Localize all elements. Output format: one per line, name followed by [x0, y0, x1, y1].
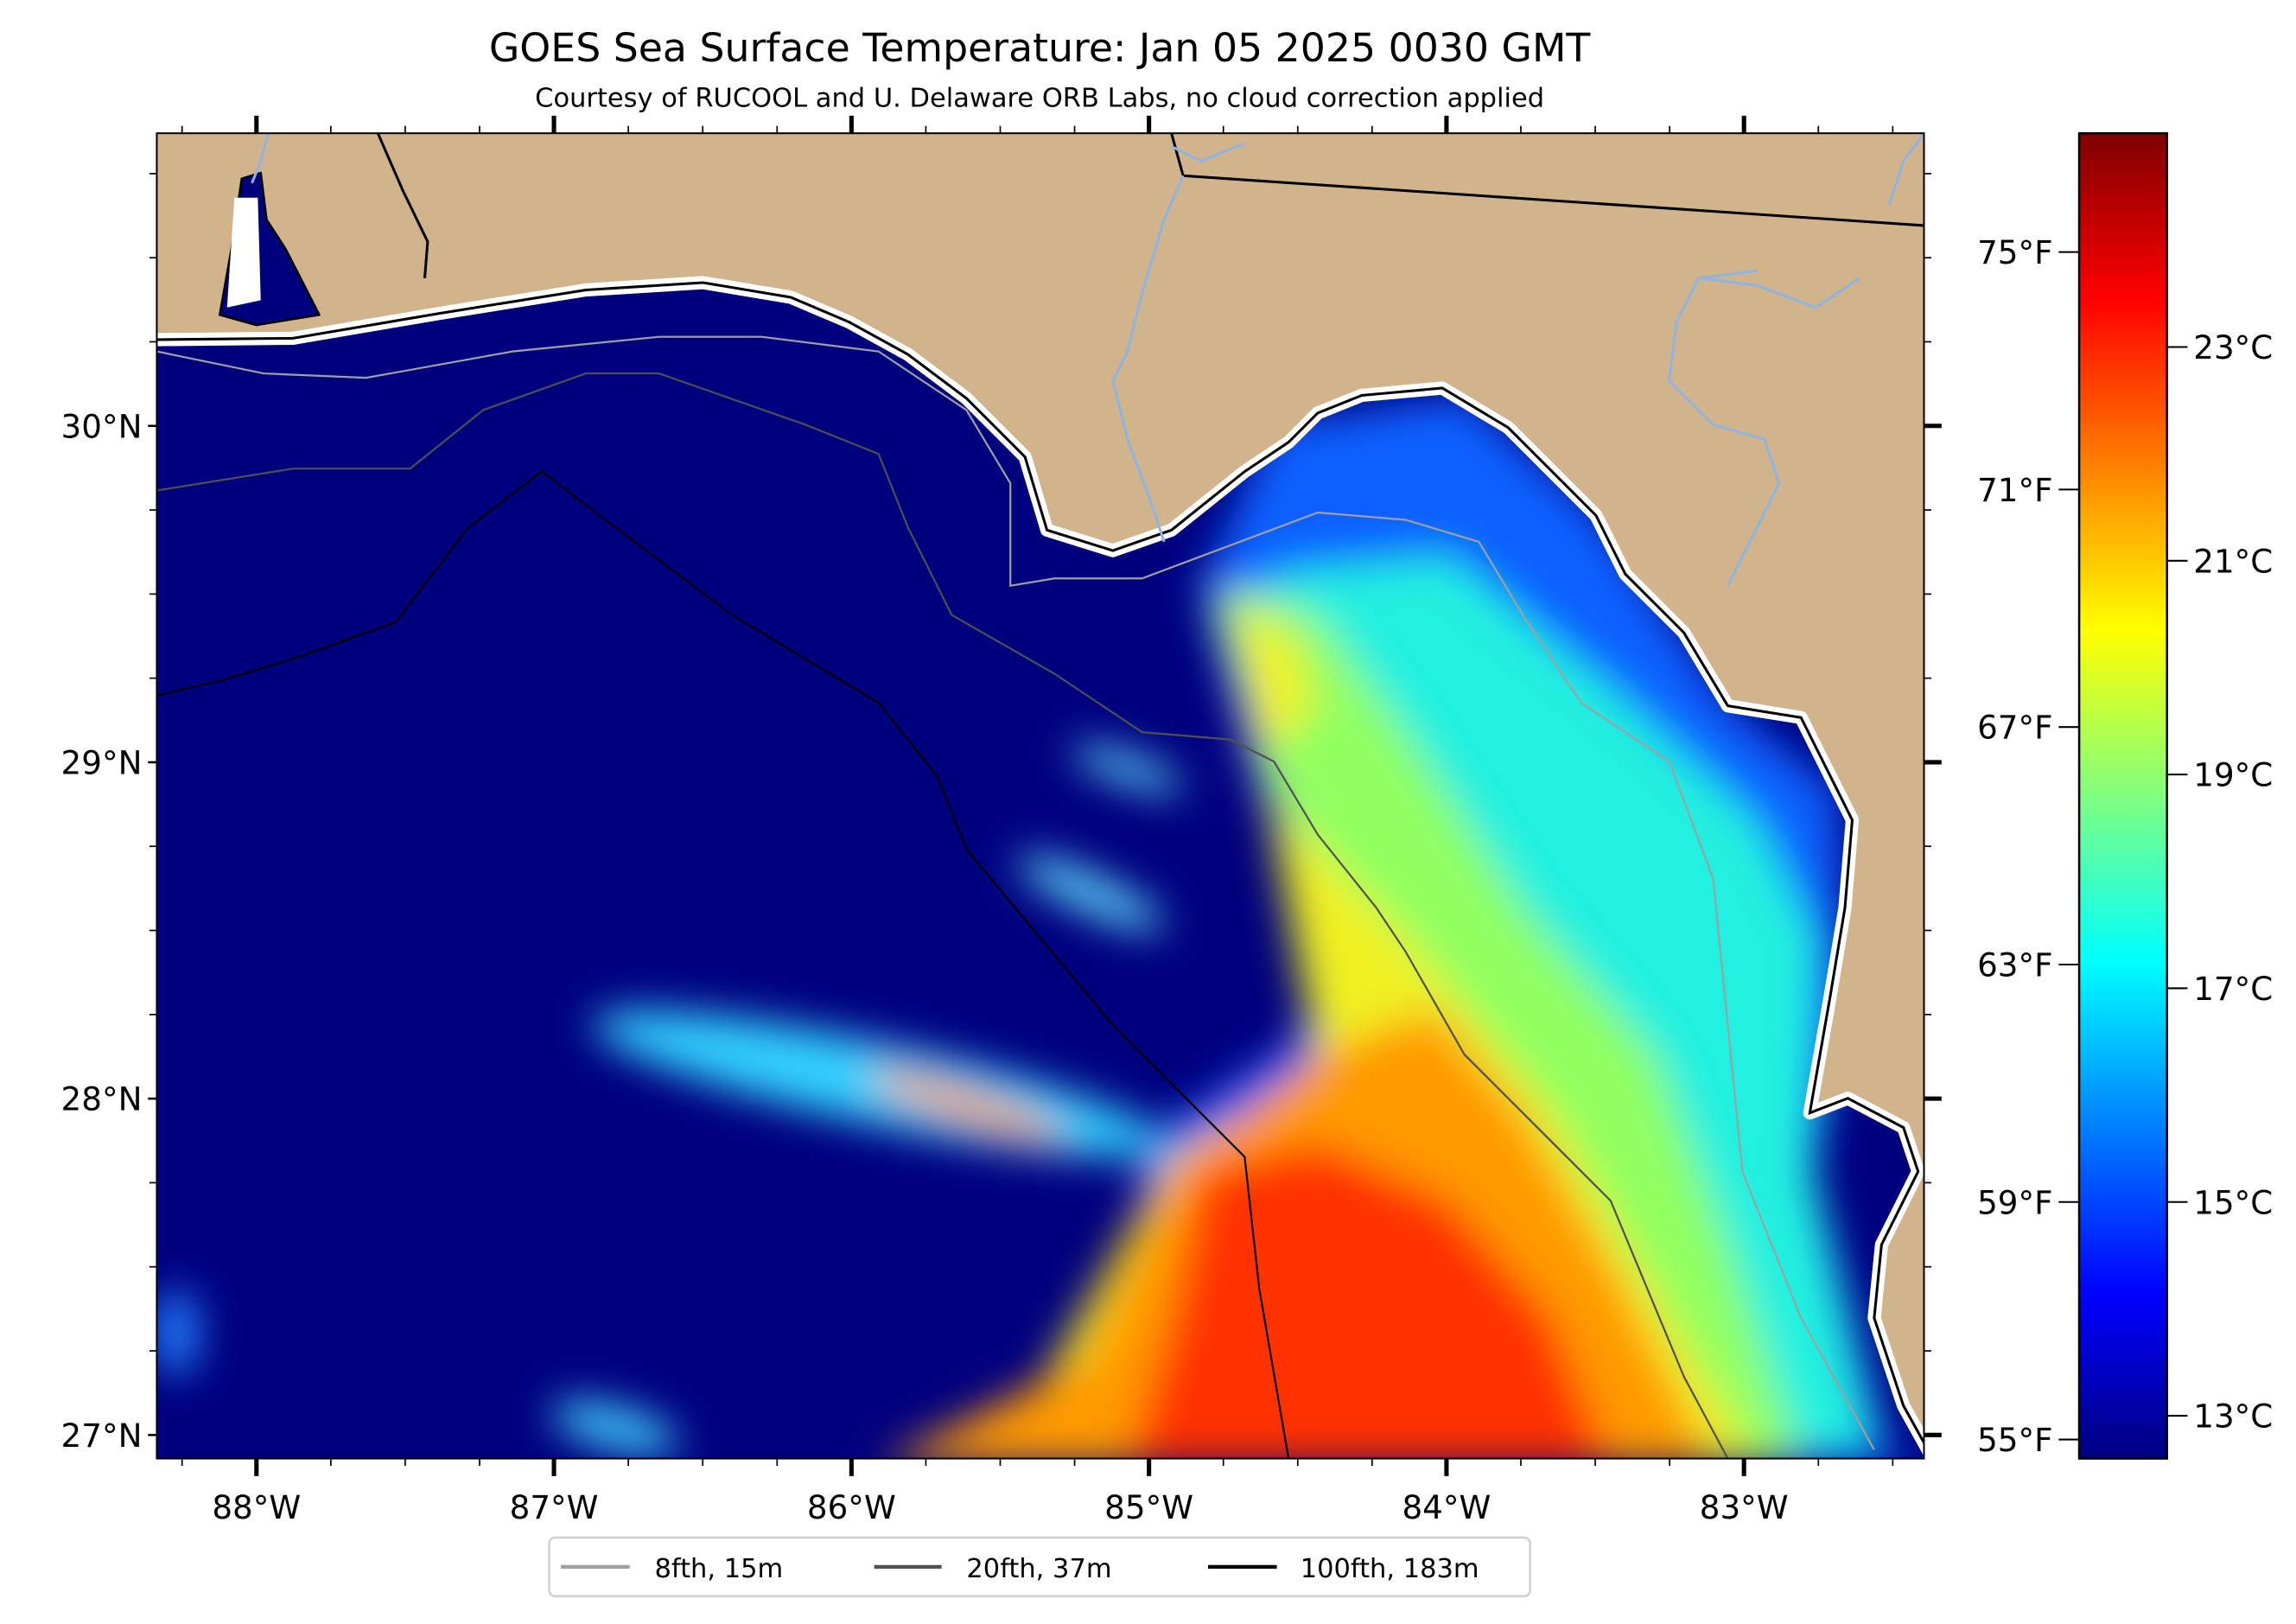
river-stmarks — [1698, 277, 1860, 309]
sst-region-red — [1129, 1142, 1609, 1459]
rivers — [251, 133, 1924, 587]
fahrenheit-tick-label: 71°F — [1977, 471, 2053, 509]
sst-streak-3 — [550, 1401, 679, 1455]
celsius-tick-label: 13°C — [2193, 1398, 2273, 1436]
sst-streak-1 — [1017, 856, 1165, 932]
celsius-tick-label: 19°C — [2193, 756, 2273, 794]
legend-label-8fth: 8fth, 15m — [655, 1554, 784, 1584]
fahrenheit-tick-label: 67°F — [1977, 709, 2053, 747]
map-frame — [156, 132, 1925, 1460]
fahrenheit-tick-label: 59°F — [1977, 1183, 2053, 1221]
latitude-tick-label: 28°N — [61, 1080, 143, 1118]
figure-title: GOES Sea Surface Temperature: Jan 05 202… — [489, 25, 1592, 71]
longitude-tick-label: 83°W — [1700, 1488, 1789, 1526]
celsius-tick-label: 15°C — [2193, 1183, 2273, 1221]
river-choctaw — [1170, 142, 1245, 163]
river-northeast — [1887, 133, 1924, 206]
latitude-tick-label: 29°N — [61, 743, 143, 781]
fahrenheit-tick-label: 75°F — [1977, 233, 2053, 271]
map-area[interactable] — [147, 124, 1933, 1465]
celsius-tick-label: 17°C — [2193, 970, 2273, 1008]
river-perdido — [251, 133, 270, 184]
coastline — [156, 281, 1924, 1446]
map-ticks: 88°W 87°W 86°W 85°W 84°W 83°W 30°N 29°N 28°N 27°N — [61, 115, 1942, 1526]
longitude-tick-label: 86°W — [807, 1488, 896, 1526]
contour-8fth — [156, 335, 1875, 1450]
state-border-al-fl — [376, 133, 429, 279]
contour-20fth — [156, 372, 1729, 1459]
colorbar — [2077, 131, 2169, 1460]
longitude-tick-label: 87°W — [510, 1488, 599, 1526]
contour-100fth — [156, 470, 1290, 1459]
fahrenheit-tick-label: 63°F — [1977, 946, 2053, 984]
river-apalachicola — [1111, 175, 1185, 543]
celsius-tick-label: 23°C — [2193, 328, 2273, 366]
mobile-bay-missing — [226, 197, 261, 308]
legend: 8fth, 15m 20fth, 37m 100fth, 183m — [548, 1536, 1531, 1598]
sst-streak-4 — [156, 1289, 200, 1377]
celsius-tick-label: 21°C — [2193, 542, 2273, 580]
latitude-tick-label: 30°N — [61, 407, 143, 445]
figure-subtitle: Courtesy of RUCOOL and U. Delaware ORB L… — [535, 84, 1544, 114]
legend-label-100fth: 100fth, 183m — [1301, 1554, 1479, 1584]
longitude-tick-label: 84°W — [1402, 1488, 1491, 1526]
longitude-tick-label: 88°W — [212, 1488, 301, 1526]
legend-label-20fth: 20fth, 37m — [966, 1554, 1111, 1584]
sst-field — [156, 395, 1916, 1459]
colorbar-ticks: 23°C 21°C 19°C 17°C 15°C 13°C 75°F 71°F 67°F 63°F… — [1977, 233, 2273, 1459]
longitude-tick-label: 85°W — [1104, 1488, 1193, 1526]
legend-box — [548, 1536, 1531, 1598]
sst-plume-core — [868, 1071, 1065, 1141]
fahrenheit-tick-label: 55°F — [1977, 1421, 2053, 1459]
river-suwannee — [1668, 269, 1781, 587]
latitude-tick-label: 27°N — [61, 1417, 143, 1455]
sst-streak-2 — [1072, 745, 1183, 793]
